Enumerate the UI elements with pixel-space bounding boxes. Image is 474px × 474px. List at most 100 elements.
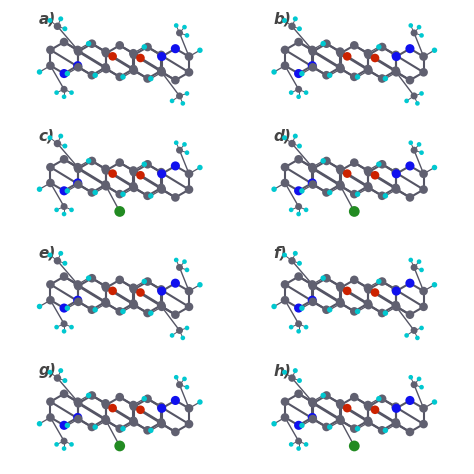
Circle shape [176, 327, 183, 334]
Circle shape [101, 415, 110, 423]
Circle shape [392, 302, 401, 311]
Circle shape [143, 394, 152, 403]
Circle shape [143, 74, 152, 83]
Circle shape [62, 446, 66, 451]
Circle shape [129, 418, 138, 427]
Circle shape [46, 296, 55, 304]
Circle shape [37, 304, 42, 309]
Circle shape [364, 64, 372, 73]
Circle shape [73, 296, 82, 305]
Circle shape [417, 25, 421, 29]
Circle shape [102, 283, 110, 292]
Circle shape [101, 282, 110, 291]
Circle shape [115, 393, 124, 401]
Circle shape [281, 163, 289, 172]
Circle shape [62, 329, 66, 334]
Circle shape [142, 396, 147, 401]
Circle shape [171, 193, 180, 202]
Circle shape [308, 397, 317, 406]
Circle shape [129, 49, 137, 57]
Circle shape [364, 51, 373, 59]
Circle shape [364, 283, 372, 292]
Circle shape [129, 51, 138, 59]
Circle shape [60, 421, 69, 430]
Circle shape [157, 169, 166, 178]
Circle shape [383, 76, 388, 82]
Circle shape [182, 259, 187, 264]
Circle shape [404, 333, 409, 338]
Circle shape [129, 285, 138, 294]
Circle shape [157, 302, 166, 311]
Circle shape [419, 326, 424, 330]
Circle shape [392, 68, 401, 77]
Circle shape [417, 142, 421, 146]
Circle shape [405, 161, 414, 171]
Text: f): f) [273, 246, 287, 261]
Circle shape [404, 99, 409, 103]
Circle shape [157, 420, 166, 428]
Circle shape [281, 413, 289, 422]
Circle shape [406, 310, 414, 319]
Circle shape [327, 73, 332, 78]
Circle shape [371, 54, 379, 62]
Circle shape [185, 52, 193, 61]
Circle shape [297, 144, 302, 148]
Circle shape [406, 428, 414, 436]
Circle shape [74, 180, 82, 189]
Circle shape [176, 29, 183, 36]
Circle shape [364, 66, 373, 75]
Circle shape [120, 309, 126, 314]
Circle shape [136, 171, 145, 180]
Circle shape [297, 26, 302, 31]
Circle shape [289, 90, 293, 95]
Circle shape [73, 280, 82, 289]
Circle shape [432, 165, 437, 170]
Circle shape [185, 91, 189, 96]
Circle shape [143, 43, 152, 51]
Circle shape [309, 399, 317, 408]
Circle shape [185, 385, 189, 390]
Circle shape [157, 301, 165, 310]
Circle shape [383, 193, 388, 199]
Circle shape [136, 288, 145, 297]
Circle shape [294, 272, 303, 281]
Circle shape [102, 166, 110, 175]
Circle shape [74, 164, 82, 173]
Circle shape [378, 43, 386, 51]
Circle shape [337, 417, 345, 425]
Circle shape [309, 180, 317, 189]
Circle shape [271, 69, 277, 75]
Circle shape [299, 188, 305, 193]
Circle shape [308, 46, 317, 54]
Circle shape [417, 259, 421, 264]
Circle shape [115, 275, 124, 284]
Circle shape [364, 168, 373, 176]
Circle shape [170, 333, 174, 338]
Circle shape [295, 86, 302, 93]
Circle shape [309, 47, 317, 56]
Circle shape [405, 396, 414, 405]
Circle shape [115, 307, 124, 316]
Circle shape [181, 336, 185, 340]
Circle shape [297, 378, 302, 383]
Circle shape [392, 420, 401, 428]
Circle shape [294, 390, 303, 398]
Circle shape [63, 26, 67, 31]
Circle shape [392, 286, 401, 296]
Circle shape [185, 68, 193, 77]
Circle shape [432, 282, 437, 288]
Circle shape [294, 186, 303, 195]
Circle shape [376, 396, 382, 401]
Circle shape [378, 74, 386, 83]
Circle shape [74, 47, 82, 56]
Circle shape [337, 283, 345, 292]
Circle shape [58, 134, 63, 138]
Circle shape [355, 309, 360, 314]
Circle shape [129, 283, 137, 292]
Circle shape [37, 421, 42, 427]
Circle shape [419, 302, 428, 311]
Circle shape [101, 399, 110, 408]
Circle shape [296, 212, 301, 216]
Circle shape [355, 74, 360, 80]
Circle shape [129, 402, 138, 411]
